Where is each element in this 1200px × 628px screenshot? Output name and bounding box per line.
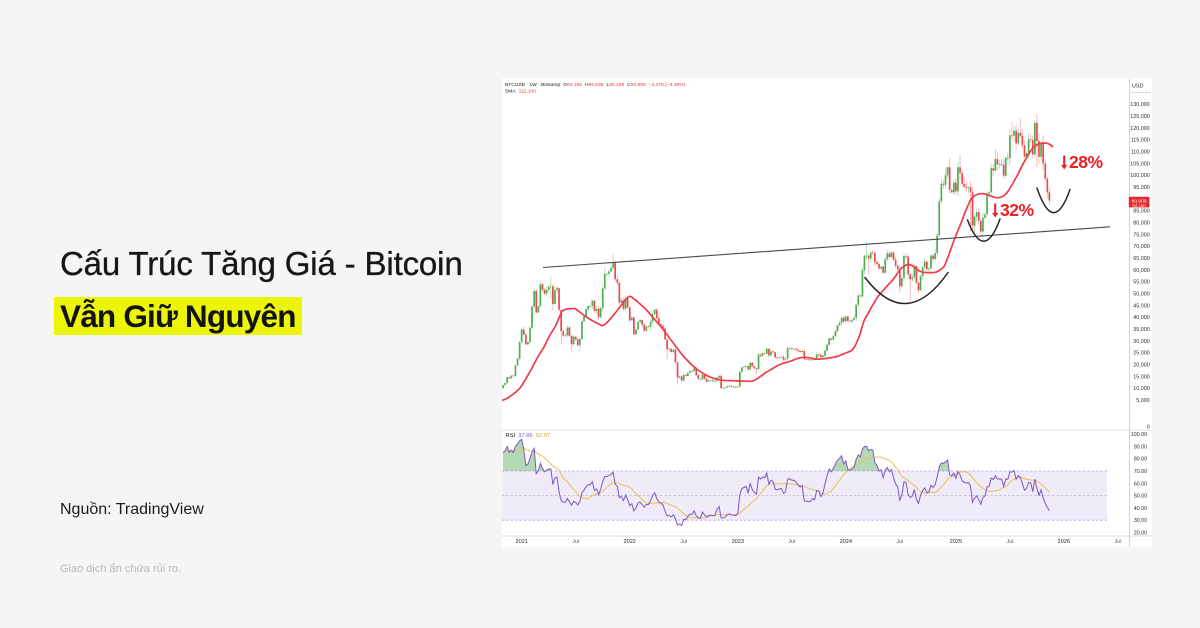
svg-text:20.00: 20.00 — [1134, 531, 1148, 537]
svg-text:90.00: 90.00 — [1134, 444, 1148, 450]
svg-text:Jul: Jul — [680, 539, 687, 545]
svg-text:2025: 2025 — [950, 539, 962, 545]
svg-text:100.00: 100.00 — [1131, 432, 1148, 438]
svg-text:80,000: 80,000 — [1133, 221, 1150, 227]
svg-text:28%: 28% — [1069, 152, 1103, 172]
svg-text:60.00: 60.00 — [1134, 481, 1148, 487]
svg-text:50,000: 50,000 — [1133, 292, 1150, 298]
svg-text:USD: USD — [1132, 84, 1144, 90]
svg-text:90,909: 90,909 — [1132, 198, 1147, 204]
svg-text:25,000: 25,000 — [1133, 351, 1150, 357]
svg-text:32%: 32% — [1000, 200, 1034, 220]
svg-text:15,000: 15,000 — [1133, 374, 1150, 380]
svg-text:30,000: 30,000 — [1133, 339, 1150, 345]
svg-text:60,000: 60,000 — [1133, 268, 1150, 274]
svg-text:125,000: 125,000 — [1130, 114, 1150, 120]
svg-text:5d 15h: 5d 15h — [1132, 203, 1146, 208]
svg-text:70.00: 70.00 — [1134, 469, 1148, 475]
svg-text:65,000: 65,000 — [1133, 256, 1150, 262]
svg-text:95,000: 95,000 — [1133, 185, 1150, 191]
svg-text:2022: 2022 — [623, 539, 635, 545]
svg-text:Jul: Jul — [1006, 539, 1013, 545]
svg-text:105,000: 105,000 — [1130, 161, 1150, 167]
svg-text:85,000: 85,000 — [1133, 209, 1150, 215]
svg-text:115,000: 115,000 — [1131, 138, 1150, 144]
svg-text:Jul: Jul — [572, 539, 579, 545]
svg-text:0: 0 — [1147, 425, 1150, 431]
svg-text:70,000: 70,000 — [1133, 244, 1150, 250]
svg-text:5,000: 5,000 — [1136, 398, 1150, 404]
svg-text:20,000: 20,000 — [1133, 363, 1150, 369]
svg-text:2024: 2024 — [840, 539, 852, 545]
svg-text:110,000: 110,000 — [1131, 150, 1150, 156]
svg-text:2026: 2026 — [1058, 539, 1070, 545]
svg-text:Jul: Jul — [1114, 539, 1121, 545]
svg-text:10,000: 10,000 — [1133, 386, 1150, 392]
svg-text:45,000: 45,000 — [1133, 303, 1150, 309]
svg-text:Jul: Jul — [788, 539, 795, 545]
svg-text:2023: 2023 — [732, 539, 744, 545]
svg-text:2021: 2021 — [515, 539, 527, 545]
svg-text:100,000: 100,000 — [1130, 173, 1150, 179]
svg-text:80.00: 80.00 — [1134, 457, 1148, 463]
svg-text:30.00: 30.00 — [1134, 518, 1148, 524]
svg-text:75,000: 75,000 — [1133, 232, 1150, 238]
svg-text:Jul: Jul — [896, 539, 903, 545]
svg-text:35,000: 35,000 — [1133, 327, 1150, 333]
svg-text:55,000: 55,000 — [1133, 280, 1150, 286]
svg-text:40.00: 40.00 — [1134, 506, 1148, 512]
svg-text:50.00: 50.00 — [1134, 494, 1148, 500]
svg-text:40,000: 40,000 — [1133, 315, 1150, 321]
svg-text:120,000: 120,000 — [1130, 126, 1150, 132]
svg-text:130,000: 130,000 — [1130, 102, 1150, 108]
